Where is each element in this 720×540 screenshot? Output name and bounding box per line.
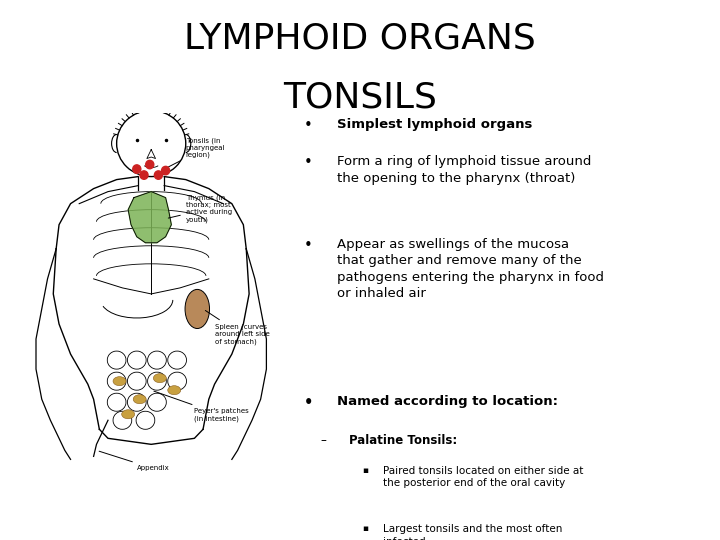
Ellipse shape <box>133 395 146 404</box>
Circle shape <box>161 166 170 175</box>
Text: Tonsils (in
pharyngeal
region): Tonsils (in pharyngeal region) <box>163 138 225 170</box>
Text: Palatine Tonsils:: Palatine Tonsils: <box>349 435 458 448</box>
Text: Appendix: Appendix <box>99 451 169 471</box>
Text: •: • <box>304 238 312 253</box>
Text: Named according to location:: Named according to location: <box>337 395 558 408</box>
Text: Form a ring of lymphoid tissue around
the opening to the pharynx (throat): Form a ring of lymphoid tissue around th… <box>337 155 591 185</box>
Ellipse shape <box>113 377 126 386</box>
Ellipse shape <box>153 374 166 383</box>
Circle shape <box>140 171 148 179</box>
Text: Spleen (curves
around left side
of stomach): Spleen (curves around left side of stoma… <box>205 310 269 345</box>
Text: •: • <box>304 155 312 170</box>
Text: Paired tonsils located on either side at
the posterior end of the oral cavity: Paired tonsils located on either side at… <box>383 466 583 489</box>
Text: •: • <box>304 395 313 410</box>
Text: •: • <box>304 118 312 133</box>
Ellipse shape <box>122 410 135 419</box>
Circle shape <box>132 165 141 173</box>
Text: Appear as swellings of the mucosa
that gather and remove many of the
pathogens e: Appear as swellings of the mucosa that g… <box>337 238 604 300</box>
Circle shape <box>145 160 154 169</box>
Text: LYMPHOID ORGANS: LYMPHOID ORGANS <box>184 22 536 56</box>
Text: –: – <box>320 435 326 448</box>
Polygon shape <box>128 192 171 243</box>
Text: Simplest lymphoid organs: Simplest lymphoid organs <box>337 118 532 131</box>
Ellipse shape <box>185 289 210 328</box>
Text: Thymus (in
thorax; most
active during
youth): Thymus (in thorax; most active during yo… <box>168 194 232 222</box>
Text: TONSILS: TONSILS <box>283 81 437 115</box>
Text: ▪: ▪ <box>362 524 368 534</box>
Text: Largest tonsils and the most often
infected: Largest tonsils and the most often infec… <box>383 524 562 540</box>
Text: ▪: ▪ <box>362 466 368 475</box>
Ellipse shape <box>168 386 181 395</box>
Text: Peyer's patches
(in intestine): Peyer's patches (in intestine) <box>154 391 249 422</box>
Circle shape <box>154 171 163 179</box>
